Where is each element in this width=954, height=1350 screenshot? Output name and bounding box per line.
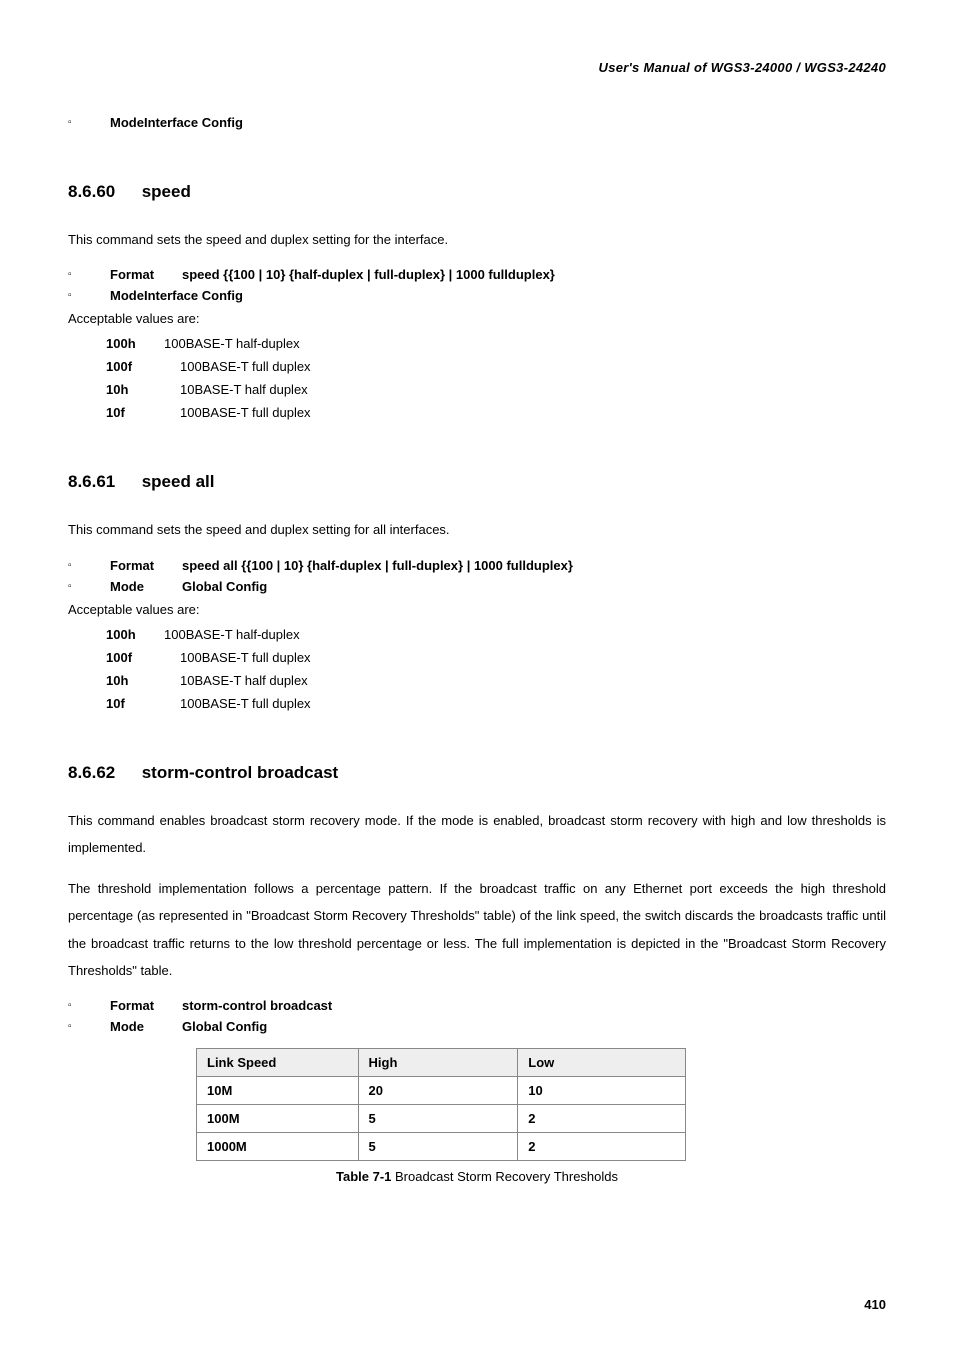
value-row: 10h 10BASE-T half duplex: [106, 673, 886, 688]
bullet-icon: ▫: [68, 267, 110, 282]
table-body: 10M2010100M521000M52: [197, 1077, 686, 1161]
value-row: 100f 100BASE-T full duplex: [106, 359, 886, 374]
bullet-mode-interface: ▫ ModeInterface Config: [68, 115, 886, 130]
value-key: 10h: [106, 382, 164, 397]
bullet-format: ▫ Format storm-control broadcast: [68, 998, 886, 1013]
col-high: High: [358, 1049, 518, 1077]
value-desc: 100BASE-T full duplex: [180, 359, 311, 374]
values-list-61: 100h100BASE-T half-duplex100f100BASE-T f…: [68, 627, 886, 711]
heading-8-6-61: 8.6.61 speed all: [68, 472, 886, 492]
caption-label: Table 7-1: [336, 1169, 391, 1184]
bullet-label: Format: [110, 558, 182, 573]
bullet-label: Mode: [110, 1019, 182, 1034]
value-key: 100h: [106, 627, 164, 642]
table-cell: 5: [358, 1133, 518, 1161]
bullet-label: Mode: [110, 579, 182, 594]
thresholds-table: Link Speed High Low 10M2010100M521000M52: [196, 1048, 686, 1161]
bullet-icon: ▫: [68, 288, 110, 303]
value-row: 10f 100BASE-T full duplex: [106, 405, 886, 420]
bullet-icon: ▫: [68, 998, 110, 1013]
value-row: 10f 100BASE-T full duplex: [106, 696, 886, 711]
bullet-mode: ▫ Mode Global Config: [68, 579, 886, 594]
bullet-format: ▫ Format speed {{100 | 10} {half-duplex …: [68, 267, 886, 282]
section-description-1: This command enables broadcast storm rec…: [68, 807, 886, 862]
value-desc: 100BASE-T full duplex: [180, 696, 311, 711]
value-desc: 100BASE-T half-duplex: [164, 627, 300, 642]
bullet-value: speed {{100 | 10} {half-duplex | full-du…: [182, 267, 555, 282]
table-cell: 5: [358, 1105, 518, 1133]
value-desc: 100BASE-T full duplex: [180, 650, 311, 665]
bullet-icon: ▫: [68, 579, 110, 594]
value-row: 100h100BASE-T half-duplex: [106, 627, 886, 642]
caption-text: Broadcast Storm Recovery Thresholds: [391, 1169, 618, 1184]
value-desc: 10BASE-T half duplex: [180, 382, 308, 397]
table-row: 100M52: [197, 1105, 686, 1133]
acceptable-label: Acceptable values are:: [68, 602, 886, 617]
section-description: This command sets the speed and duplex s…: [68, 516, 886, 543]
value-key: 100h: [106, 336, 164, 351]
value-key: 10h: [106, 673, 164, 688]
value-key: 10f: [106, 696, 164, 711]
value-key: 10f: [106, 405, 164, 420]
bullet-icon: ▫: [68, 115, 110, 130]
value-row: 100h100BASE-T half-duplex: [106, 336, 886, 351]
page-number: 410: [864, 1297, 886, 1312]
bullet-icon: ▫: [68, 1019, 110, 1034]
section-title: speed all: [142, 472, 215, 491]
bullet-text: ModeInterface Config: [110, 115, 243, 130]
values-list-60: 100h100BASE-T half-duplex100f100BASE-T f…: [68, 336, 886, 420]
value-desc: 100BASE-T full duplex: [180, 405, 311, 420]
value-desc: 10BASE-T half duplex: [180, 673, 308, 688]
bullet-mode: ▫ ModeInterface Config: [68, 288, 886, 303]
value-key: 100f: [106, 650, 164, 665]
col-link-speed: Link Speed: [197, 1049, 359, 1077]
bullet-value: speed all {{100 | 10} {half-duplex | ful…: [182, 558, 573, 573]
bullet-value: Global Config: [182, 579, 267, 594]
acceptable-label: Acceptable values are:: [68, 311, 886, 326]
bullet-format: ▫ Format speed all {{100 | 10} {half-dup…: [68, 558, 886, 573]
bullet-value-text: Interface Config: [144, 288, 243, 303]
value-row: 10h 10BASE-T half duplex: [106, 382, 886, 397]
table-cell: 2: [518, 1133, 686, 1161]
table-header-row: Link Speed High Low: [197, 1049, 686, 1077]
bullet-mode: ▫ Mode Global Config: [68, 1019, 886, 1034]
value-desc: 100BASE-T half-duplex: [164, 336, 300, 351]
table-cell: 10M: [197, 1077, 359, 1105]
bullet-label: Format: [110, 267, 182, 282]
bullet-value-text: Interface Config: [144, 115, 243, 130]
section-title: storm-control broadcast: [142, 763, 338, 782]
bullet-value: storm-control broadcast: [182, 998, 332, 1013]
value-row: 100f 100BASE-T full duplex: [106, 650, 886, 665]
table-caption: Table 7-1 Broadcast Storm Recovery Thres…: [68, 1169, 886, 1184]
bullet-label-text: Mode: [110, 288, 144, 303]
section-description-2: The threshold implementation follows a p…: [68, 875, 886, 984]
heading-8-6-60: 8.6.60 speed: [68, 182, 886, 202]
bullet-label: Format: [110, 998, 182, 1013]
section-description: This command sets the speed and duplex s…: [68, 226, 886, 253]
heading-8-6-62: 8.6.62 storm-control broadcast: [68, 763, 886, 783]
table-row: 1000M52: [197, 1133, 686, 1161]
section-number: 8.6.62: [68, 763, 115, 783]
bullet-text: ModeInterface Config: [110, 288, 243, 303]
table-cell: 100M: [197, 1105, 359, 1133]
section-number: 8.6.61: [68, 472, 115, 492]
col-low: Low: [518, 1049, 686, 1077]
value-key: 100f: [106, 359, 164, 374]
document-page: User's Manual of WGS3-24000 / WGS3-24240…: [0, 0, 954, 1350]
table-cell: 20: [358, 1077, 518, 1105]
section-title: speed: [142, 182, 191, 201]
table-row: 10M2010: [197, 1077, 686, 1105]
table-cell: 1000M: [197, 1133, 359, 1161]
page-header: User's Manual of WGS3-24000 / WGS3-24240: [68, 60, 886, 75]
section-number: 8.6.60: [68, 182, 115, 202]
bullet-icon: ▫: [68, 558, 110, 573]
bullet-label-text: Mode: [110, 115, 144, 130]
bullet-value: Global Config: [182, 1019, 267, 1034]
table-cell: 10: [518, 1077, 686, 1105]
table-cell: 2: [518, 1105, 686, 1133]
